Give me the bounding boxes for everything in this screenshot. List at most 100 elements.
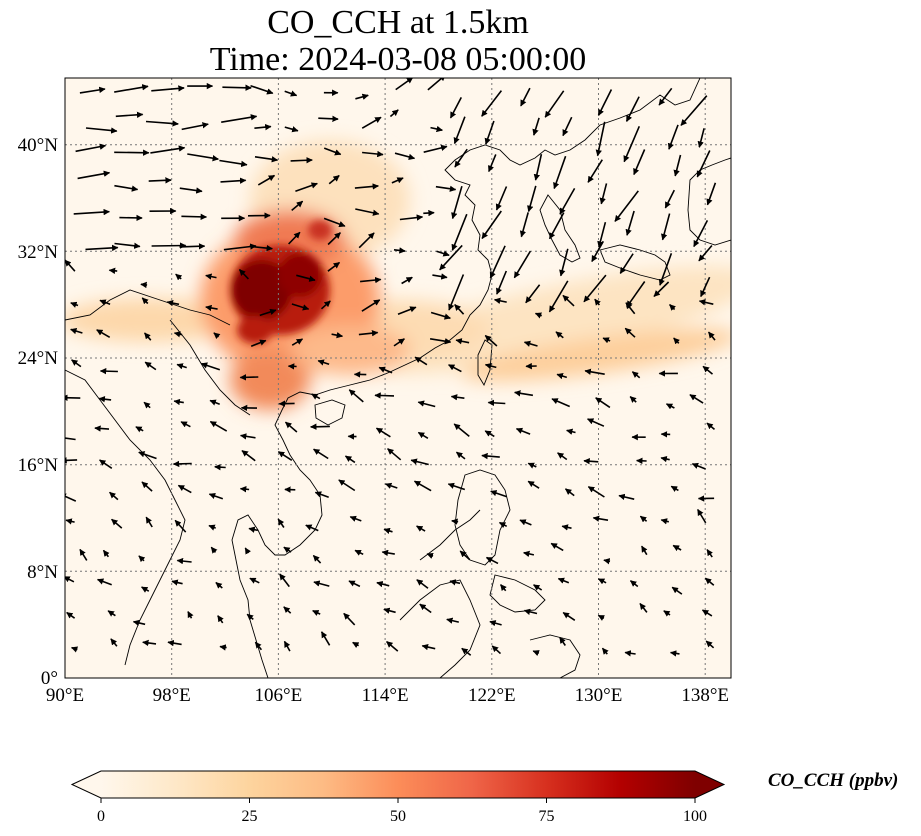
wind-arrow [98, 396, 112, 403]
wind-arrow [496, 270, 508, 295]
wind-arrow [250, 339, 267, 347]
wind-arrow [583, 458, 599, 465]
wind-arrow [205, 304, 218, 312]
wind-arrow [141, 481, 153, 492]
wind-arrow [221, 114, 258, 123]
wind-arrow [94, 425, 110, 432]
wind-arrow [490, 490, 507, 498]
wind-arrow [544, 90, 565, 118]
wind-arrow [671, 586, 683, 595]
wind-arrow [313, 580, 330, 587]
wind-arrow [375, 427, 391, 438]
wind-arrow [395, 78, 414, 91]
wind-arrow [489, 245, 506, 279]
wind-arrow [423, 144, 448, 153]
wind-arrow [625, 96, 640, 122]
wind-arrow [491, 645, 502, 655]
wind-arrow [493, 297, 507, 304]
wind-arrow [602, 337, 611, 344]
wind-arrow [592, 515, 609, 522]
wind-arrow [583, 274, 607, 303]
wind-arrow [696, 150, 711, 178]
wind-arrow [427, 78, 446, 91]
wind-arrow [65, 437, 76, 441]
wind-arrow [548, 212, 565, 240]
colorbar-extend-low [72, 771, 101, 798]
lat-label-0: 0° [41, 668, 58, 689]
wind-arrow [109, 491, 119, 501]
wind-arrow [597, 89, 613, 116]
wind-arrow [416, 525, 426, 532]
wind-arrow [313, 448, 329, 460]
coastlines [65, 78, 731, 678]
wind-arrow [481, 210, 502, 240]
colorbar-label: CO_CCH (ppbv) [768, 770, 899, 791]
wind-arrow [550, 542, 564, 552]
lon-label-90e: 90°E [46, 685, 84, 706]
wind-arrow [181, 122, 209, 131]
wind-arrow [455, 338, 470, 345]
wind-arrow [619, 253, 634, 274]
colorbar-extend-high [695, 771, 724, 798]
wind-arrow [172, 460, 192, 468]
wind-arrow [559, 636, 566, 646]
wind-arrow [138, 555, 146, 563]
wind-arrow [527, 462, 537, 469]
wind-arrow [96, 329, 111, 338]
wind-arrow [673, 337, 681, 345]
wind-arrow [361, 116, 382, 129]
wind-arrow [360, 276, 382, 284]
wind-arrow [358, 330, 379, 337]
colorbar-tick-0: 0 [97, 808, 105, 825]
wind-arrow [533, 584, 543, 591]
wind-arrow [143, 332, 152, 341]
wind-arrow [519, 212, 529, 238]
wind-vectors [65, 78, 717, 657]
wind-arrow [213, 332, 221, 340]
wind-arrow [426, 552, 434, 559]
wind-arrow [564, 488, 575, 497]
wind-arrow [557, 452, 568, 461]
wind-arrow [79, 548, 88, 561]
wind-arrow [706, 182, 717, 206]
wind-arrow [562, 294, 575, 307]
wind-arrow [383, 527, 393, 535]
wind-arrow [362, 150, 384, 158]
wind-arrow [660, 518, 669, 525]
wind-arrow [110, 638, 118, 647]
colorbar-tick-100: 100 [683, 808, 707, 825]
wind-arrow [701, 609, 713, 617]
wind-arrow [317, 359, 330, 366]
wind-arrow [295, 182, 318, 193]
wind-arrow [520, 87, 531, 107]
wind-arrow [401, 276, 413, 285]
wind-arrow [241, 449, 256, 462]
wind-arrow [548, 280, 569, 313]
wind-arrow [277, 518, 285, 528]
wind-arrow [65, 394, 81, 401]
wind-arrow [453, 116, 466, 145]
wind-arrow [393, 338, 405, 347]
wind-arrow [97, 578, 112, 586]
wind-arrow [429, 338, 452, 345]
wind-arrow [698, 299, 714, 306]
wind-arrow [291, 200, 304, 212]
wind-arrow [151, 85, 185, 92]
wind-arrow [111, 518, 123, 529]
wind-arrow [141, 297, 149, 305]
wind-arrow [254, 641, 263, 651]
wind-arrow [597, 221, 607, 248]
wind-arrow [151, 242, 187, 249]
wind-arrow [450, 394, 465, 401]
wind-arrow [603, 558, 611, 565]
wind-arrow [361, 299, 381, 312]
wind-arrow [423, 209, 435, 217]
wind-arrow [439, 244, 463, 271]
wind-arrow [665, 403, 675, 410]
wind-arrow [413, 480, 432, 492]
wind-arrow [669, 304, 676, 311]
wind-arrow [523, 340, 538, 347]
wind-arrow [499, 584, 507, 592]
wind-arrow [389, 109, 399, 118]
wind-arrow [66, 611, 76, 619]
